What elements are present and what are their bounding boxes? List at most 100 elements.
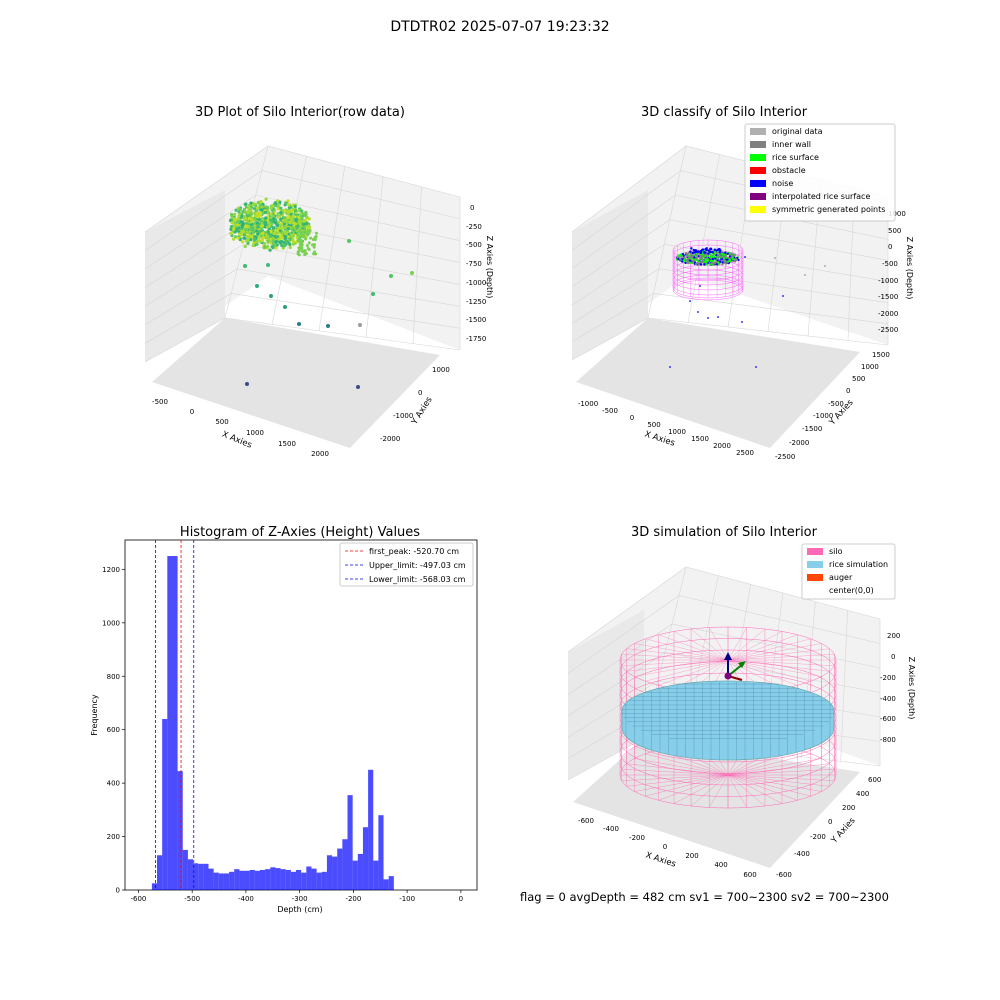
- classify-ytick: 1000: [861, 363, 879, 371]
- raw-point: [296, 250, 300, 254]
- classify-point: [704, 255, 707, 258]
- raw-point: [276, 199, 280, 203]
- histogram-bar: [388, 876, 394, 890]
- histogram-ytick-label: 200: [107, 833, 120, 841]
- raw-point: [300, 209, 304, 213]
- legend-label-rice-simulation: rice simulation: [829, 560, 888, 569]
- classify-point: [731, 258, 734, 261]
- histogram-bar: [229, 871, 235, 890]
- histogram-xtick-label: -300: [292, 895, 308, 903]
- raw-point: [295, 226, 299, 230]
- histogram-bar: [259, 869, 266, 890]
- classify-point: [701, 258, 704, 261]
- grid-line: [840, 610, 848, 762]
- raw-outlier-point: [283, 305, 287, 309]
- raw-point: [298, 219, 302, 223]
- histogram-legend: first_peak: -520.70 cm Upper_limit: -497.…: [339, 542, 474, 587]
- classify-point: [713, 253, 716, 256]
- histogram-bar: [213, 872, 219, 890]
- legend-swatch-inner-wall: [750, 141, 766, 148]
- raw-point: [231, 216, 235, 220]
- legend-swatch-noise: [750, 180, 766, 187]
- histogram-legend-label: Upper_limit: -497.03 cm: [369, 561, 466, 570]
- classify-point: [727, 260, 730, 263]
- classify-point: [691, 255, 694, 258]
- raw-ytick: -1000: [393, 412, 413, 420]
- raw-point: [275, 231, 279, 235]
- simulation-ztick: -400: [880, 695, 896, 703]
- simulation-ylabel: Y Axies: [829, 815, 858, 846]
- histogram-bar: [177, 771, 183, 890]
- classify-ytick: 1500: [872, 351, 890, 359]
- classify-xtick: 0: [630, 414, 634, 422]
- simulation-left-pane: [568, 610, 644, 780]
- classify-noise-point: [699, 251, 702, 255]
- raw-point: [260, 224, 264, 228]
- histogram-bar: [342, 839, 348, 890]
- raw-point: [260, 221, 264, 225]
- silo-floor-spoke: [621, 769, 729, 776]
- raw-point: [269, 237, 273, 241]
- raw-ztick: -1500: [466, 316, 486, 324]
- raw-point: [288, 210, 292, 214]
- classify-outlier-point: [774, 257, 776, 259]
- histogram-legend-box: [339, 542, 474, 587]
- raw-point: [256, 200, 260, 205]
- silo-top-spoke: [626, 659, 729, 672]
- classify-point: [679, 257, 682, 260]
- classify-point: [728, 259, 732, 262]
- raw-point: [249, 201, 253, 205]
- raw-point: [311, 243, 315, 247]
- raw-point: [238, 207, 242, 211]
- raw-xtick: 500: [215, 418, 228, 426]
- silo-top-spoke: [690, 628, 729, 661]
- classify-point: [705, 260, 708, 264]
- classify-point: [703, 260, 706, 263]
- classify-ztick: -1000: [878, 277, 898, 285]
- raw-point: [229, 227, 233, 231]
- silo-floor-spoke: [690, 774, 729, 807]
- raw-point: [311, 238, 315, 242]
- legend-swatch-original-data: [750, 128, 766, 135]
- raw-outlier-point: [269, 294, 273, 298]
- classify-point: [696, 254, 699, 257]
- simulation-ytick: -400: [794, 850, 810, 858]
- raw-xtick: 0: [190, 408, 194, 416]
- histogram-bar: [234, 869, 240, 890]
- histogram-bar: [321, 871, 327, 890]
- raw-point: [305, 232, 309, 236]
- legend-swatch-interpolated-rice-surface: [750, 193, 766, 200]
- classify-point: [724, 254, 727, 257]
- silo-floor-spoke: [727, 774, 822, 792]
- histogram-bar: [244, 870, 250, 890]
- raw-point: [295, 228, 299, 232]
- histogram-ytick-label: 600: [107, 726, 120, 734]
- classify-point: [709, 263, 712, 266]
- silo-top-spoke: [634, 659, 729, 677]
- raw-point: [291, 238, 295, 242]
- raw-outlier-point: [356, 385, 360, 389]
- classify-point: [691, 259, 695, 262]
- classify-xtick: -500: [602, 407, 618, 415]
- classify-noise-point: [724, 251, 727, 255]
- classify-point: [730, 252, 733, 255]
- classify-legend: original data inner wall rice surface ob…: [744, 123, 896, 222]
- classify-outlier-point: [699, 285, 701, 287]
- raw-point: [229, 225, 233, 229]
- raw-outlier-point: [347, 239, 351, 243]
- silo-top-spoke: [709, 627, 729, 661]
- classify-noise-point: [691, 251, 695, 255]
- raw-point: [277, 237, 281, 241]
- classify-point: [687, 262, 690, 265]
- raw-point: [268, 248, 272, 252]
- simulation-ytick: -600: [776, 871, 792, 879]
- classify-ztick: -2500: [878, 326, 898, 334]
- classify-point: [681, 253, 685, 256]
- raw-outlier-point: [326, 324, 330, 328]
- classify-noise-point: [718, 250, 721, 254]
- raw-point: [302, 249, 306, 253]
- raw-point: [278, 240, 282, 245]
- histogram-reference-lines: [155, 540, 195, 890]
- legend-label-inner-wall: inner wall: [772, 140, 811, 149]
